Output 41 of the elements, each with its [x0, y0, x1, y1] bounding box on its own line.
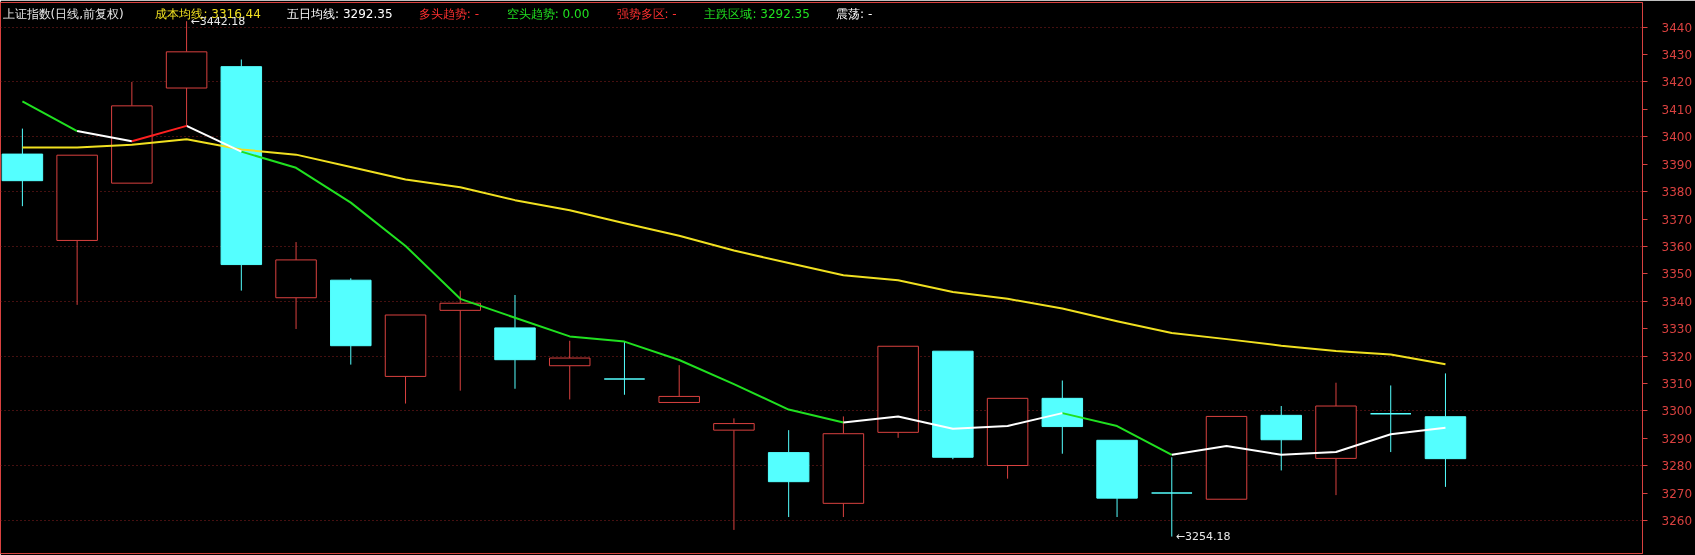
y-tick-label: 3320 — [1661, 349, 1693, 364]
y-tick-label: 3420 — [1661, 75, 1693, 90]
y-tick-label: 3390 — [1661, 157, 1693, 172]
y-tick-label: 3310 — [1661, 377, 1693, 392]
y-tick-label: 3440 — [1661, 20, 1693, 35]
y-tick-label: 3370 — [1661, 212, 1693, 227]
annotation: 强势多区: - — [616, 6, 677, 21]
candlestick — [330, 277, 372, 366]
y-tick-label: 3380 — [1661, 185, 1693, 200]
y-tick-label: 3280 — [1661, 459, 1693, 474]
annotation: 五日均线: 3292.35 — [287, 6, 393, 21]
candlestick — [767, 429, 810, 518]
candlestick — [1260, 405, 1303, 471]
y-tick-label: 3330 — [1661, 322, 1693, 337]
y-tick-label: 3350 — [1661, 267, 1693, 282]
line-series — [21, 138, 1447, 366]
candlestick — [275, 241, 317, 330]
y-tick-label: 3400 — [1661, 130, 1693, 145]
candlestick — [548, 340, 591, 400]
y-tick-label: 3430 — [1661, 48, 1693, 63]
chart-title: 上证指数(日线,前复权) — [2, 6, 124, 21]
candlestick — [1315, 382, 1357, 496]
y-tick-label: 3410 — [1661, 102, 1693, 117]
candlestick — [603, 341, 646, 396]
candlestick — [1424, 372, 1467, 488]
candlestick — [1041, 380, 1084, 455]
annotation: 震荡: - — [836, 6, 873, 21]
y-tick-label: 3290 — [1661, 431, 1693, 446]
annotation: 空头趋势: 0.00 — [506, 6, 590, 21]
y-tick-label: 3360 — [1661, 239, 1693, 254]
annotation: 多头趋势: - — [418, 6, 479, 21]
y-tick-label: 3340 — [1661, 294, 1693, 309]
y-tick-label: 3270 — [1661, 486, 1693, 501]
candlestick — [1, 128, 44, 207]
y-tick-label: 3300 — [1661, 404, 1693, 419]
candlestick — [494, 294, 536, 390]
candlestick — [713, 417, 755, 531]
annotation: ←3254.18 — [1175, 530, 1231, 544]
candlestick — [1369, 384, 1412, 453]
annotation: 主跌区域: 3292.35 — [704, 6, 810, 21]
y-tick-label: 3260 — [1661, 514, 1693, 529]
